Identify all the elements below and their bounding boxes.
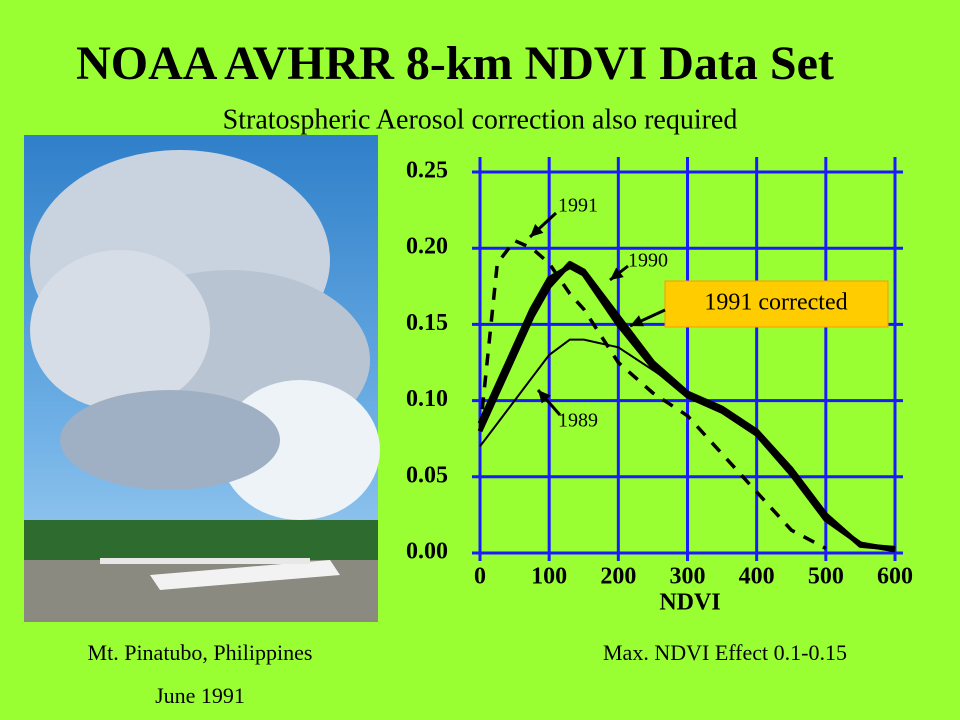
series-label: 1991 corrected <box>704 290 847 316</box>
y-tick-label: 0.15 <box>406 310 448 336</box>
x-tick-label: 300 <box>670 564 706 590</box>
series-label: 1990 <box>628 250 668 272</box>
x-tick-label: 0 <box>474 564 486 590</box>
data-line <box>478 238 827 550</box>
x-tick-label: 500 <box>808 564 844 590</box>
arrow-head <box>630 315 644 327</box>
y-tick-label: 0.05 <box>406 462 448 488</box>
arrow-head <box>538 390 551 404</box>
x-tick-label: 100 <box>531 564 567 590</box>
arrow-head <box>610 267 624 280</box>
series-label: 1991 <box>558 195 598 217</box>
y-tick-label: 0.00 <box>406 539 448 565</box>
annotation-box <box>664 280 889 328</box>
photo-date: June 1991 <box>155 683 245 708</box>
data-line <box>477 264 896 553</box>
y-tick-label: 0.25 <box>406 158 448 184</box>
x-tick-label: 600 <box>877 564 913 590</box>
slide-title: NOAA AVHRR 8-km NDVI Data Set <box>76 37 834 90</box>
series-label: 1989 <box>558 410 598 432</box>
plot: 0.00 0.05 0.10 0.15 0.20 0.25 0 100 200 300 400 500… <box>406 157 913 616</box>
data-line <box>479 338 896 550</box>
slide-subtitle: Stratospheric Aerosol correction also re… <box>223 104 738 135</box>
x-tick-label: 400 <box>739 564 775 590</box>
note: Max. NDVI Effect 0.1-0.15 <box>603 640 847 665</box>
y-tick-label: 0.20 <box>406 234 448 260</box>
x-axis-label: NDVI <box>659 590 720 616</box>
photo <box>24 135 380 622</box>
y-tick-label: 0.10 <box>406 386 448 412</box>
x-tick-label: 200 <box>600 564 636 590</box>
photo-caption: Mt. Pinatubo, Philippines <box>88 640 313 665</box>
arrow-head <box>530 223 544 237</box>
